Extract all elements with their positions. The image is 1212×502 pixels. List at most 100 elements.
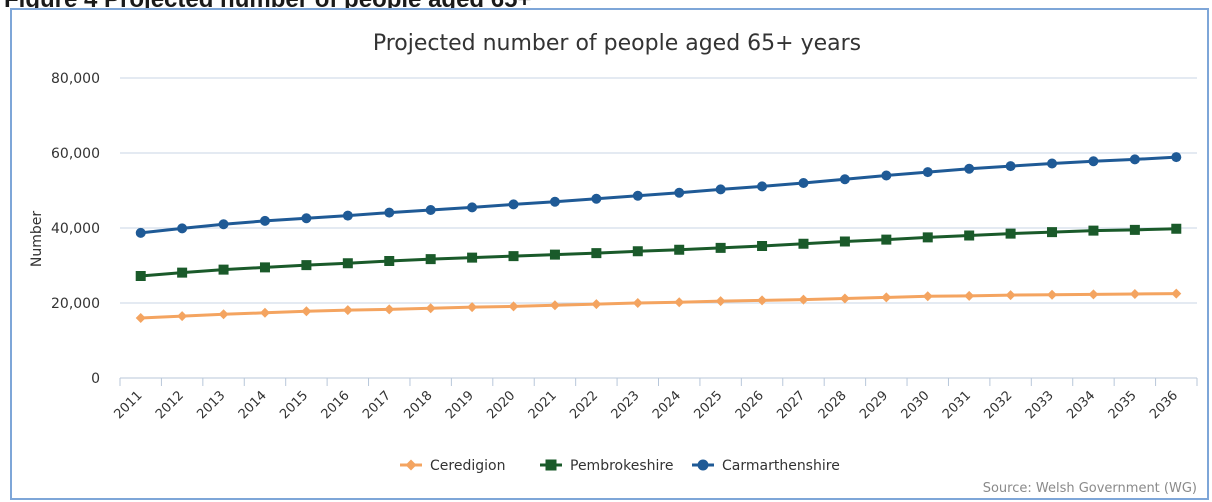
x-tick-label: 2031 (940, 388, 974, 422)
x-tick-label: 2017 (360, 388, 394, 422)
data-point (715, 296, 726, 307)
line-chart: Projected number of people aged 65+ year… (29, 31, 1198, 496)
data-point (922, 167, 933, 178)
legend-item-carmarthenshire[interactable]: Carmarthenshire (692, 458, 840, 474)
data-point (1171, 223, 1182, 234)
x-tick-label: 2030 (899, 388, 933, 422)
data-point (1129, 224, 1140, 235)
x-tick-label: 2036 (1147, 388, 1181, 422)
data-point (259, 307, 270, 318)
data-point (425, 303, 436, 314)
data-point (1047, 227, 1058, 238)
y-tick-label: 80,000 (51, 71, 100, 87)
data-point (135, 227, 146, 238)
data-point (632, 246, 643, 257)
x-tick-label: 2034 (1064, 388, 1098, 422)
x-tick-label: 2021 (526, 388, 560, 422)
data-point (591, 248, 602, 259)
data-point (757, 241, 768, 251)
chart-title: Projected number of people aged 65+ year… (373, 31, 861, 56)
x-tick-label: 2026 (733, 388, 767, 422)
data-point (177, 267, 188, 278)
x-axis (119, 377, 1198, 386)
data-point (798, 294, 809, 305)
x-tick-label: 2020 (484, 388, 518, 422)
series-layer (135, 152, 1182, 323)
data-point (632, 298, 643, 308)
legend-label: Ceredigion (430, 458, 505, 474)
data-point (342, 305, 353, 316)
data-point (1047, 158, 1058, 169)
data-point (1005, 161, 1016, 172)
x-tick-label: 2029 (857, 388, 891, 422)
data-point (384, 256, 395, 266)
chart-frame: Projected number of people aged 65+ year… (10, 8, 1209, 500)
x-tick-label: 2014 (236, 388, 270, 422)
data-point (342, 210, 353, 221)
data-point (1088, 289, 1099, 300)
data-point (964, 163, 975, 174)
series-ceredigion (135, 288, 1182, 323)
data-point (425, 205, 436, 215)
data-point (591, 193, 602, 204)
data-point (757, 295, 768, 306)
data-point (508, 301, 519, 312)
data-point (881, 170, 892, 181)
x-tick-label: 2012 (153, 388, 187, 422)
source-note: Source: Welsh Government (WG) (983, 481, 1197, 496)
data-point (839, 236, 850, 247)
data-point (1005, 290, 1016, 301)
x-tick-label: 2015 (277, 388, 311, 422)
data-point (922, 232, 933, 243)
data-point (674, 297, 685, 308)
x-tick-label: 2013 (194, 388, 228, 422)
x-tick-label: 2024 (650, 388, 684, 422)
data-point (674, 244, 685, 255)
data-point (218, 264, 229, 275)
data-point (1088, 225, 1099, 236)
series-line (140, 227, 1177, 278)
x-tick-label: 2025 (691, 388, 725, 422)
series-pembrokeshire (135, 223, 1182, 281)
legend-swatch-marker (545, 459, 557, 471)
x-tick-label: 2022 (567, 388, 601, 422)
x-tick-label: 2033 (1023, 388, 1057, 422)
data-point (839, 293, 850, 304)
data-point (259, 215, 270, 226)
data-point (881, 292, 892, 303)
data-point (674, 187, 685, 198)
data-point (798, 238, 809, 249)
data-point (1047, 289, 1058, 300)
y-axis-ticks: 0 20,000 40,000 60,000 80,000 (51, 71, 100, 387)
data-point (259, 262, 270, 273)
data-point (1171, 152, 1182, 163)
data-point (467, 202, 478, 213)
x-tick-label: 2027 (774, 388, 808, 422)
data-point (135, 313, 146, 323)
data-point (757, 181, 768, 192)
y-tick-label: 40,000 (51, 221, 100, 237)
legend-item-ceredigion[interactable]: Ceredigion (400, 458, 505, 474)
data-point (964, 230, 975, 241)
data-point (1129, 154, 1140, 165)
data-point (135, 271, 146, 281)
data-point (549, 249, 560, 260)
x-tick-label: 2019 (443, 388, 477, 422)
data-point (467, 302, 478, 313)
data-point (839, 174, 850, 185)
data-point (549, 196, 560, 207)
data-point (508, 251, 519, 262)
y-tick-label: 20,000 (51, 296, 100, 312)
legend-item-pembrokeshire[interactable]: Pembrokeshire (540, 458, 673, 474)
data-point (1171, 288, 1182, 299)
data-point (881, 234, 892, 245)
data-point (1005, 228, 1016, 239)
data-point (798, 178, 809, 188)
data-point (508, 199, 519, 210)
legend-swatch-marker (405, 459, 417, 471)
x-tick-label: 2028 (816, 388, 850, 422)
data-point (1088, 156, 1099, 167)
y-tick-label: 0 (91, 371, 100, 387)
x-tick-label: 2023 (609, 388, 643, 422)
legend: Ceredigion Pembrokeshire Carmarthenshire (400, 458, 840, 474)
